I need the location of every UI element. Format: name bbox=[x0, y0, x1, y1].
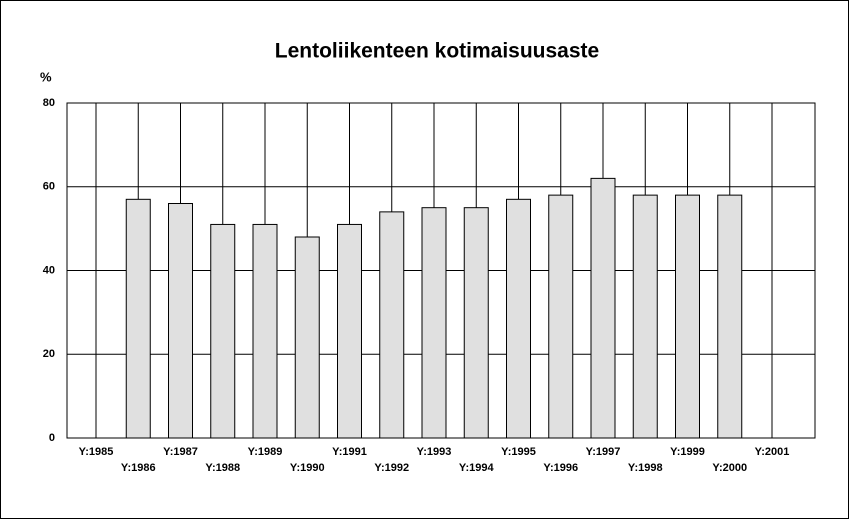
x-tick-label: Y:1990 bbox=[290, 462, 325, 474]
y-tick-label: 20 bbox=[43, 348, 55, 360]
y-tick-label: 40 bbox=[43, 264, 55, 276]
bar bbox=[421, 207, 447, 439]
bar bbox=[337, 223, 362, 439]
chart-title: Lentoliikenteen kotimaisuusaste bbox=[275, 40, 599, 63]
y-tick-label: 80 bbox=[43, 97, 55, 109]
bar bbox=[252, 223, 278, 439]
bar bbox=[506, 198, 531, 439]
bar bbox=[463, 207, 489, 439]
bar bbox=[379, 211, 405, 439]
x-tick-label: Y:1996 bbox=[543, 462, 578, 474]
x-tick-label: Y:1992 bbox=[374, 462, 409, 474]
x-tick-label: Y:1997 bbox=[586, 446, 621, 458]
y-axis-label: % bbox=[40, 69, 52, 84]
x-tick-label: Y:1991 bbox=[332, 446, 367, 458]
bar bbox=[125, 198, 151, 439]
bar bbox=[717, 194, 743, 439]
bar bbox=[590, 177, 616, 439]
x-tick-label: Y:1999 bbox=[670, 446, 705, 458]
bar bbox=[294, 236, 320, 439]
y-tick-label: 60 bbox=[43, 181, 55, 193]
x-tick-label: Y:1998 bbox=[628, 462, 663, 474]
bar bbox=[548, 194, 574, 439]
bar bbox=[632, 194, 658, 439]
x-tick-label: Y:1989 bbox=[248, 446, 283, 458]
x-tick-label: Y:1995 bbox=[501, 446, 536, 458]
bar bbox=[168, 203, 193, 439]
y-tick-label: 0 bbox=[49, 432, 55, 444]
x-tick-label: Y:2001 bbox=[755, 446, 790, 458]
x-tick-label: Y:1988 bbox=[205, 462, 240, 474]
bar bbox=[210, 223, 236, 439]
bar bbox=[675, 194, 700, 439]
x-tick-label: Y:1993 bbox=[417, 446, 452, 458]
x-tick-label: Y:1986 bbox=[121, 462, 156, 474]
x-tick-label: Y:2000 bbox=[712, 462, 747, 474]
x-tick-label: Y:1985 bbox=[79, 446, 114, 458]
x-tick-label: Y:1994 bbox=[459, 462, 495, 474]
x-tick-label: Y:1987 bbox=[163, 446, 198, 458]
